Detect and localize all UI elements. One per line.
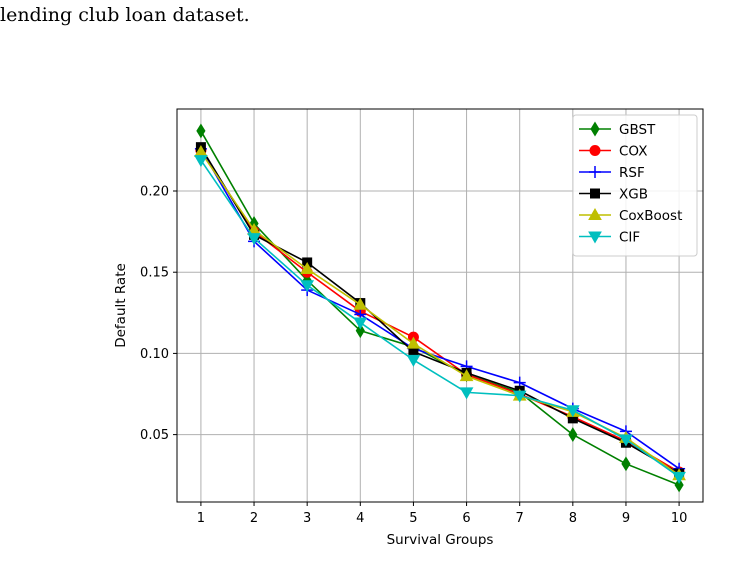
- data-point-cif: [247, 233, 261, 246]
- x-tick-label: 9: [622, 511, 630, 526]
- legend-entry-xgb: XGB: [579, 187, 648, 203]
- data-point-coxboost: [353, 297, 368, 310]
- legend-label: XGB: [619, 187, 648, 203]
- x-tick-label: 8: [569, 511, 577, 526]
- y-tick-label: 0.20: [140, 185, 169, 200]
- data-point-gbst: [621, 456, 631, 472]
- x-axis-label: Survival Groups: [387, 532, 494, 548]
- legend-entry-coxboost: CoxBoost: [579, 207, 682, 224]
- series-cif: [194, 155, 686, 484]
- data-point-gbst: [568, 427, 578, 443]
- legend-entry-gbst: GBST: [579, 121, 656, 138]
- legend-label: CoxBoost: [619, 208, 682, 224]
- series-line-cox: [200, 149, 680, 473]
- x-tick-label: 6: [462, 511, 470, 526]
- series-layer: [194, 123, 686, 493]
- legend-marker: [589, 166, 601, 178]
- data-point-cif: [194, 155, 208, 168]
- legend-entry-rsf: RSF: [579, 165, 645, 181]
- legend: GBST COX RSF XGB CoxBoost CIF: [572, 114, 698, 257]
- data-point-cif: [512, 390, 527, 403]
- legend-entry-cif: CIF: [579, 230, 640, 246]
- legend-marker: [590, 121, 600, 137]
- y-tick-label: 0.05: [140, 428, 169, 443]
- axes-frame: [176, 108, 704, 503]
- x-tick-label: 1: [197, 511, 205, 526]
- series-line-rsf: [200, 148, 680, 470]
- x-tick-label: 7: [516, 511, 524, 526]
- y-tick-label: 0.15: [140, 266, 169, 281]
- legend-label: COX: [619, 144, 647, 160]
- data-point-cif: [565, 405, 580, 418]
- legend-marker: [589, 145, 601, 156]
- data-point-coxboost: [300, 261, 315, 274]
- y-tick-label: 0.10: [140, 347, 169, 362]
- data-point-cif: [459, 387, 474, 400]
- x-tick-label: 10: [671, 511, 688, 526]
- data-point-cif: [353, 317, 368, 330]
- legend-label: RSF: [619, 165, 645, 181]
- data-point-cif: [619, 434, 633, 447]
- x-tick-label: 2: [250, 511, 258, 526]
- data-point-coxboost: [406, 336, 421, 349]
- data-point-gbst: [355, 323, 365, 339]
- legend-marker: [588, 231, 602, 244]
- x-tick-label: 4: [356, 511, 364, 526]
- legend-marker: [588, 207, 602, 220]
- axis-ticks: 1 2 3 4 5 6 7 8 9 10 0.05 0.10 0.15 0.20: [140, 185, 687, 526]
- data-point-cif: [406, 354, 421, 367]
- data-point-cif: [300, 280, 315, 293]
- y-axis-label: Default Rate: [113, 263, 129, 348]
- data-point-coxboost: [459, 369, 474, 382]
- legend-entry-cox: COX: [579, 144, 647, 160]
- legend-label: CIF: [619, 230, 640, 246]
- x-tick-label: 5: [409, 511, 417, 526]
- legend-label: GBST: [619, 122, 656, 138]
- legend-marker: [590, 188, 600, 199]
- figure-caption: lending club loan dataset.: [0, 4, 250, 26]
- data-point-cif: [672, 471, 686, 484]
- data-point-gbst: [674, 477, 684, 493]
- data-point-gbst: [196, 123, 206, 139]
- x-tick-label: 3: [303, 511, 311, 526]
- series-line-cif: [200, 159, 680, 478]
